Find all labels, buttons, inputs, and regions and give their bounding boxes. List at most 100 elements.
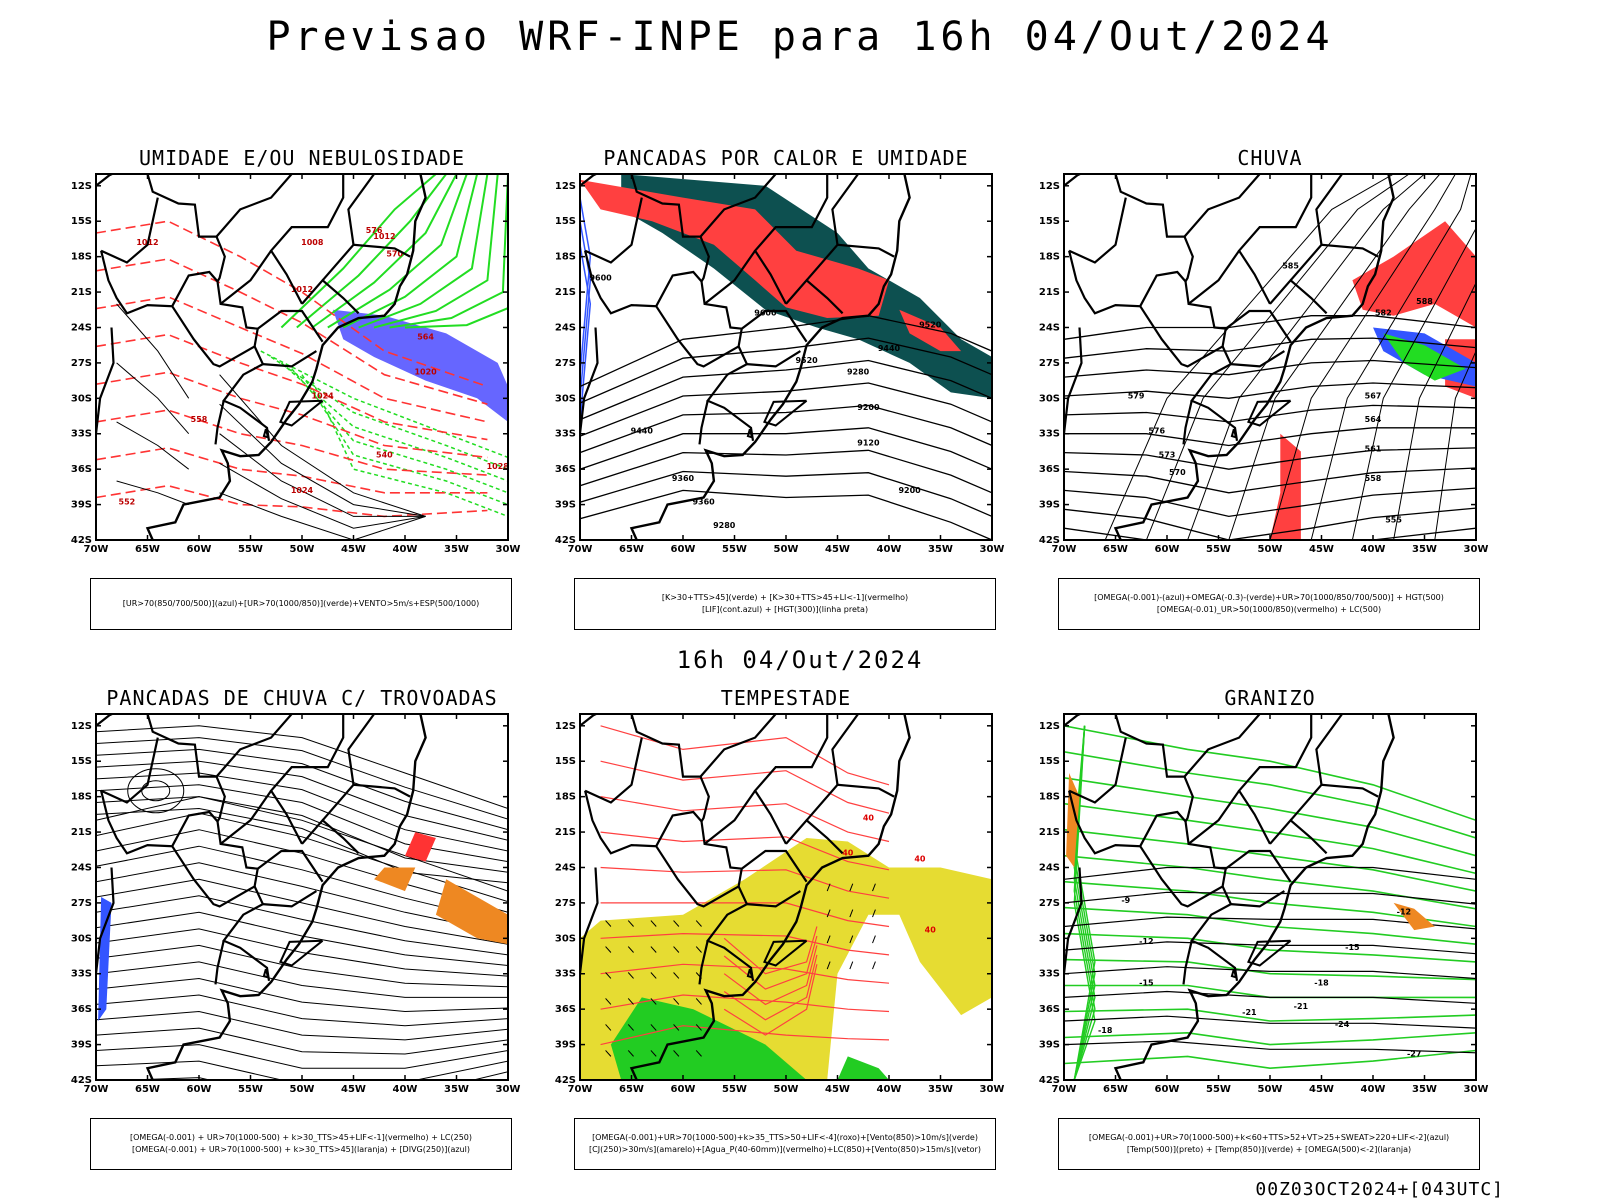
wind-vector <box>673 946 680 953</box>
wind-vector <box>650 1024 657 1031</box>
temp500-contour <box>1064 966 1476 980</box>
lon-label: 65W <box>1103 1084 1128 1095</box>
temp500-contour <box>1064 1040 1476 1054</box>
humidity-mid-level-area <box>332 309 508 422</box>
map-content <box>96 714 508 1080</box>
lon-label: 60W <box>1155 544 1180 555</box>
border-line <box>347 714 375 785</box>
contour-label: 40 <box>842 849 854 858</box>
temp850-contour <box>1064 725 1476 822</box>
wind-vector <box>650 920 657 927</box>
lat-label: 39S <box>1039 1040 1060 1051</box>
contour-label: 582 <box>1375 309 1392 318</box>
lon-label: 45W <box>1309 544 1334 555</box>
border-line <box>785 278 844 315</box>
border-line <box>96 327 115 441</box>
lat-label: 36S <box>555 464 576 475</box>
lat-label: 15S <box>555 216 576 227</box>
panel-tempestade: TEMPESTADE 40 40 40 40 12S 15S 18S 21S 24S 27S 30S… <box>546 686 1026 1170</box>
map-granizo: -9 -12 -15 -18 -21 -24 -27 -12 -15 -18 -21 12S 15S 18… <box>1039 713 1488 1095</box>
streamline <box>96 737 508 820</box>
panel-umidade: UMIDADE E/OU NEBULOSIDADE 1012 1012 1008 10… <box>62 146 542 630</box>
lon-label: 70W <box>84 1084 109 1095</box>
lon-label: 35W <box>1412 544 1437 555</box>
lat-label: 36S <box>71 464 92 475</box>
humidity-low-level-contour <box>358 174 489 329</box>
legend-line: [OMEGA(-0.001) + UR>70(1000-500) + k>30_… <box>131 1145 471 1154</box>
lat-label: 24S <box>1039 322 1060 333</box>
lagoon <box>262 428 270 439</box>
lon-label: 55W <box>722 544 747 555</box>
hgt300-contour <box>580 315 992 388</box>
streamline <box>96 895 508 956</box>
border-line <box>746 890 801 908</box>
contour-label: 9280 <box>713 521 736 530</box>
border-line <box>805 783 895 822</box>
lat-label: 27S <box>555 358 576 369</box>
lon-label: 70W <box>1052 544 1077 555</box>
contour-label: 1008 <box>301 238 324 247</box>
temp850-contour <box>1064 751 1476 839</box>
wind-vector <box>849 883 854 892</box>
border-line <box>699 174 777 238</box>
lon-label: 55W <box>238 1084 263 1095</box>
lon-label: 55W <box>1206 1084 1231 1095</box>
lc850-streamline <box>600 760 890 814</box>
streamline <box>96 760 508 841</box>
panel-title: GRANIZO <box>1224 686 1316 710</box>
legend-line: [LIF](cont.azul) + [HGT(300)](linha pret… <box>701 605 869 614</box>
contour-label: 9520 <box>919 320 942 329</box>
border-line <box>805 243 895 282</box>
contour-label: 567 <box>1365 391 1382 400</box>
wind-vector <box>605 1024 612 1031</box>
lc850-streamline <box>600 796 890 843</box>
thickness-contour <box>96 484 488 518</box>
lat-label: 18S <box>71 792 92 803</box>
streamline <box>96 961 508 998</box>
lc850-streamline <box>600 1025 890 1046</box>
lc850-streamline <box>600 831 890 871</box>
contour-label: 9200 <box>898 486 921 495</box>
pressure-isobar <box>219 433 426 517</box>
border-line <box>785 818 844 855</box>
map-content: 1012101210081012102010241024102857657056… <box>96 174 508 540</box>
lat-label: 12S <box>555 181 576 192</box>
lon-label: 65W <box>619 544 644 555</box>
panel-legend: [OMEGA(-0.001)-(azul)+OMEGA(-0.3)-(verde… <box>1058 578 1480 630</box>
streamline <box>96 977 508 1013</box>
lon-label: 70W <box>568 544 593 555</box>
lon-label: 30W <box>1464 544 1489 555</box>
lat-label: 42S <box>71 535 92 546</box>
streamline <box>96 812 508 903</box>
lon-label: 55W <box>1206 544 1231 555</box>
contour-label: 1012 <box>373 232 395 241</box>
border-line <box>1315 714 1343 785</box>
lon-label: 55W <box>722 1084 747 1095</box>
contour-label: 9440 <box>878 344 901 353</box>
lon-label: 60W <box>187 544 212 555</box>
hgt300-contour <box>580 449 992 494</box>
panel-granizo: GRANIZO -9 -12 -15 -18 -21 -24 -27 -12 -15 -18 -21… <box>1030 686 1510 1170</box>
border-line <box>1068 250 1187 315</box>
contour-label: 9280 <box>847 368 870 377</box>
wind-vector <box>627 946 634 953</box>
border-line <box>1064 174 1194 282</box>
contour-label: 1012 <box>291 285 313 294</box>
legend-line: [Temp(500)](preto) + [Temp(850)](verde) … <box>1126 1145 1412 1154</box>
lat-label: 42S <box>555 1075 576 1086</box>
lc850-streamline <box>600 963 890 984</box>
humidity-low-level-contour <box>280 362 508 482</box>
border-line <box>214 400 225 445</box>
wind-vector <box>627 1050 634 1057</box>
lagoon <box>1247 399 1292 427</box>
omega-ur-red-area <box>1352 221 1476 328</box>
map-content: -9 -12 -15 -18 -21 -24 -27 -12 -15 -18 -21 <box>1064 714 1476 1080</box>
divergence-blue-area <box>98 897 112 1021</box>
lon-label: 70W <box>1052 1084 1077 1095</box>
lon-label: 60W <box>1155 1084 1180 1095</box>
lat-label: 12S <box>71 721 92 732</box>
border-line <box>257 309 324 343</box>
lon-label: 30W <box>496 544 521 555</box>
border-line <box>347 174 375 245</box>
